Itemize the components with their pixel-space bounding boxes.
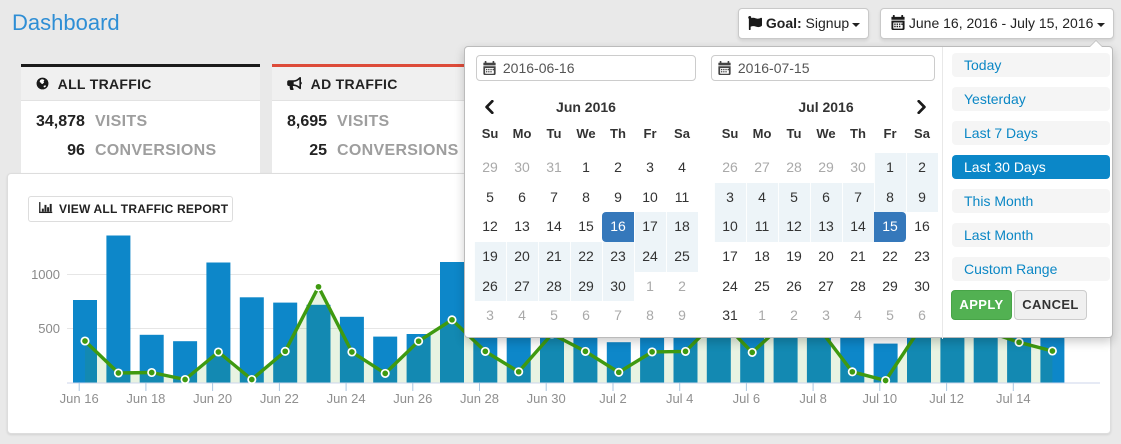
svg-text:Jul 12: Jul 12	[929, 391, 964, 406]
svg-text:Jul 2: Jul 2	[599, 391, 626, 406]
svg-text:Jun 30: Jun 30	[527, 391, 566, 406]
svg-text:Jun 24: Jun 24	[327, 391, 366, 406]
svg-text:Jul 4: Jul 4	[666, 391, 693, 406]
svg-text:Jul 6: Jul 6	[733, 391, 760, 406]
svg-text:Jul 14: Jul 14	[996, 391, 1031, 406]
svg-text:Jun 18: Jun 18	[126, 391, 165, 406]
svg-text:Jun 26: Jun 26	[393, 391, 432, 406]
svg-text:Jun 16: Jun 16	[60, 391, 99, 406]
svg-text:Jun 22: Jun 22	[260, 391, 299, 406]
svg-text:Jul 10: Jul 10	[862, 391, 897, 406]
svg-text:Jun 28: Jun 28	[460, 391, 499, 406]
svg-text:Jul 8: Jul 8	[799, 391, 826, 406]
svg-text:Jun 20: Jun 20	[193, 391, 232, 406]
svg-text:1000: 1000	[31, 267, 60, 282]
svg-text:500: 500	[38, 321, 60, 336]
